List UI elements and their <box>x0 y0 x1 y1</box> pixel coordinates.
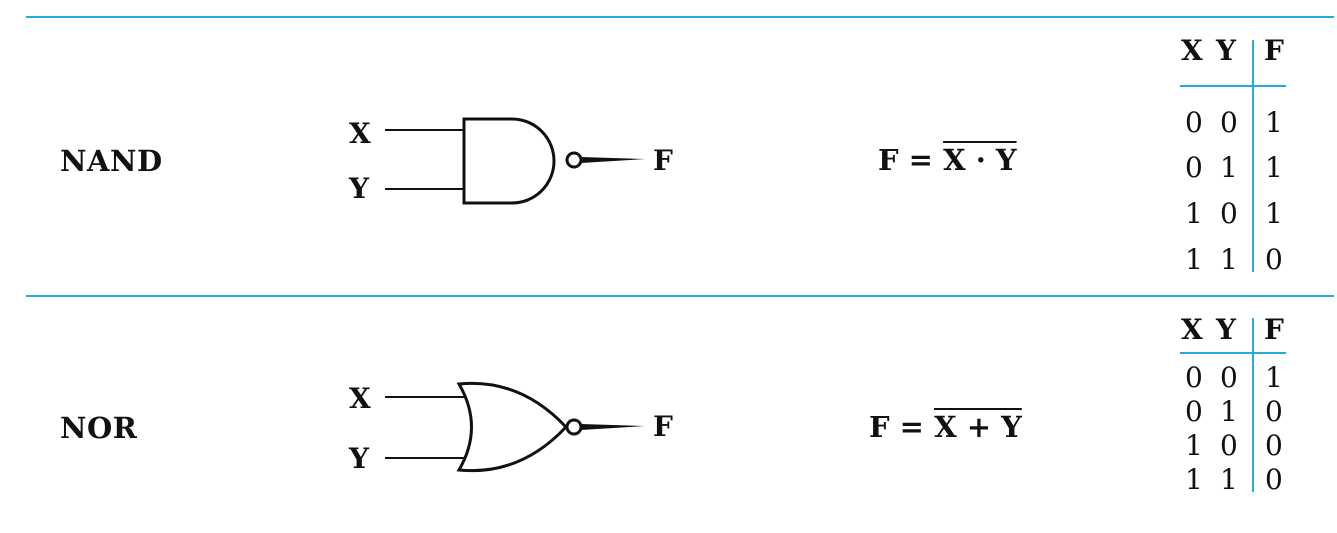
table-header-rule <box>1180 352 1286 354</box>
cell: 1 <box>1185 429 1203 462</box>
formula-rhs: X + Y <box>934 410 1022 444</box>
cell: 1 <box>1185 197 1203 230</box>
output-label: F <box>653 410 673 443</box>
table-header-rule <box>1180 85 1286 87</box>
cell: 0 <box>1265 395 1283 428</box>
cell: 1 <box>1185 463 1203 496</box>
nand-gate-symbol <box>385 117 645 205</box>
middle-divider <box>26 295 1334 297</box>
nand-row: NAND X Y F F = X · Y X Y F 0 0 1 0 1 1 1… <box>60 34 1286 276</box>
inversion-bubble <box>565 418 583 436</box>
boolean-formula: F = X + Y <box>869 410 1022 444</box>
table-vertical-rule <box>1252 318 1254 492</box>
cell: 1 <box>1265 361 1283 394</box>
cell: 0 <box>1265 243 1283 276</box>
cell: 0 <box>1185 151 1203 184</box>
header-x: X <box>1181 313 1203 346</box>
input-y-label: Y <box>349 442 369 475</box>
cell: 1 <box>1265 106 1283 139</box>
formula-lhs: F = <box>878 143 933 177</box>
header-y: Y <box>1216 34 1236 67</box>
cell: 0 <box>1220 106 1238 139</box>
nor-gate-symbol <box>385 381 645 473</box>
output-wire <box>581 157 645 163</box>
cell: 0 <box>1220 429 1238 462</box>
table-vertical-rule <box>1252 40 1254 272</box>
gate-name: NOR <box>60 411 138 445</box>
cell: 0 <box>1265 429 1283 462</box>
header-f: F <box>1264 34 1284 67</box>
cell: 0 <box>1220 197 1238 230</box>
input-x-label: X <box>349 382 371 415</box>
cell: 1 <box>1265 151 1283 184</box>
formula-lhs: F = <box>869 410 924 444</box>
cell: 1 <box>1265 197 1283 230</box>
nor-body <box>456 381 569 473</box>
cell: 1 <box>1185 243 1203 276</box>
formula-rhs: X · Y <box>943 143 1017 177</box>
cell: 0 <box>1265 463 1283 496</box>
cell: 1 <box>1220 395 1238 428</box>
header-f: F <box>1264 313 1284 346</box>
gate-name: NAND <box>60 144 163 178</box>
input-x-label: X <box>349 117 371 150</box>
output-wire <box>581 424 645 430</box>
cell: 0 <box>1185 361 1203 394</box>
cell: 0 <box>1185 395 1203 428</box>
header-y: Y <box>1216 313 1236 346</box>
header-x: X <box>1181 34 1203 67</box>
cell: 1 <box>1220 151 1238 184</box>
cell: 1 <box>1220 463 1238 496</box>
boolean-formula: F = X · Y <box>878 143 1017 177</box>
cell: 0 <box>1185 106 1203 139</box>
input-y-label: Y <box>349 172 369 205</box>
nand-body <box>462 117 556 205</box>
cell: 1 <box>1220 243 1238 276</box>
cell: 0 <box>1220 361 1238 394</box>
output-label: F <box>653 144 673 177</box>
top-divider <box>26 16 1334 18</box>
